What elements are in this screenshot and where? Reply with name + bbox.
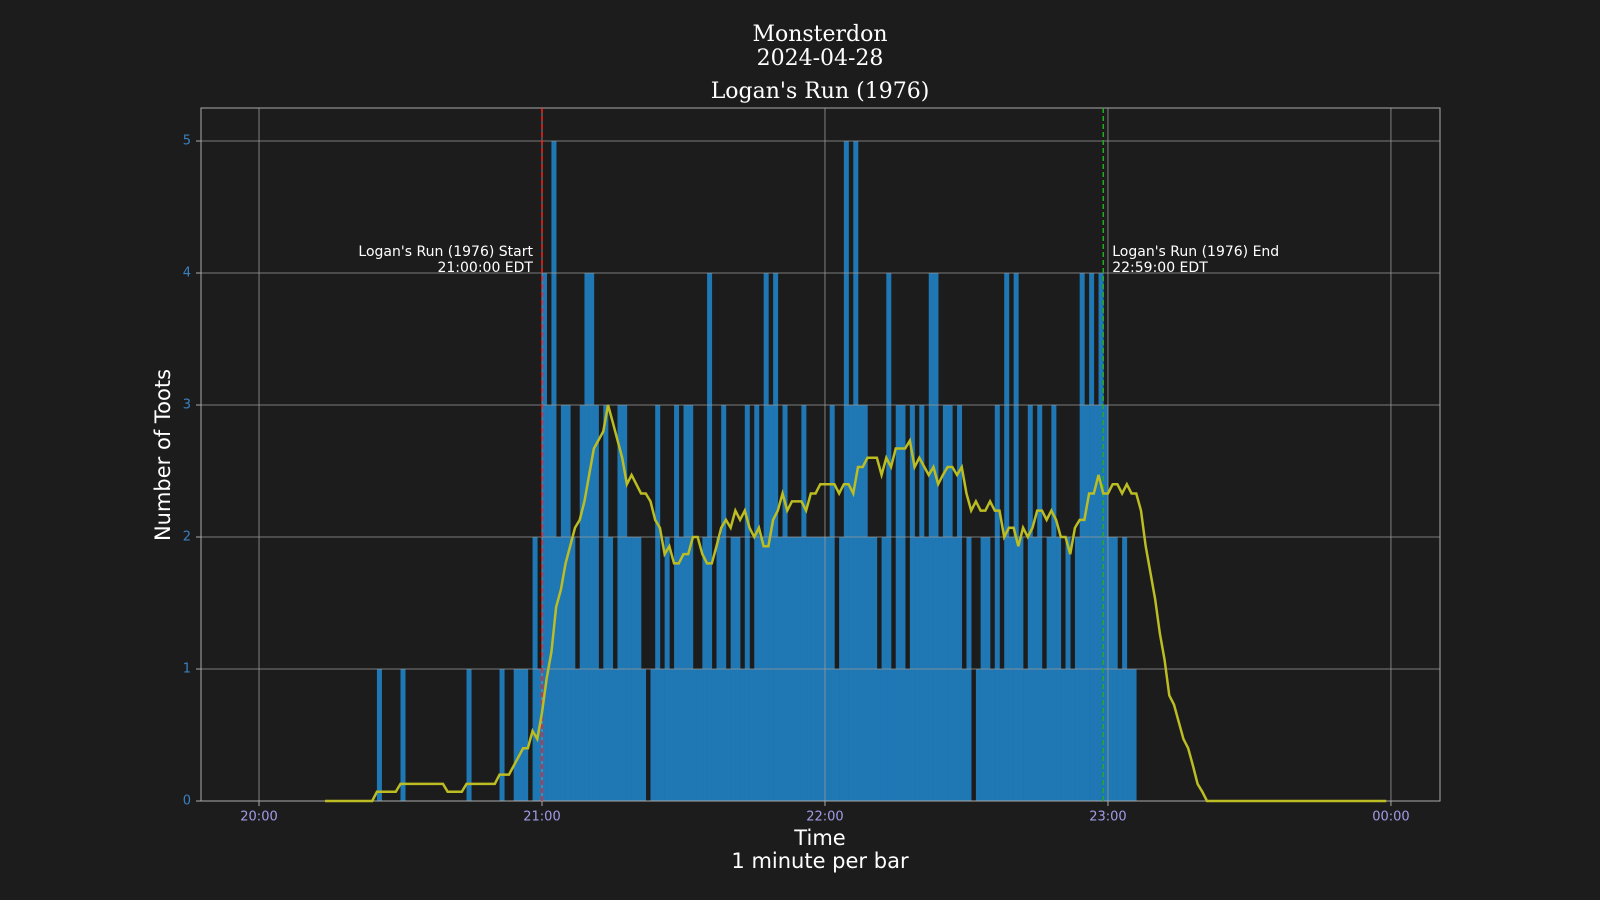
bar: [537, 669, 543, 801]
bar: [862, 405, 868, 801]
x-axis-label: 1 minute per bar: [731, 849, 909, 873]
bar: [1023, 669, 1029, 801]
bar: [1070, 669, 1076, 801]
bar: [782, 405, 788, 801]
bar: [579, 405, 585, 801]
bar: [843, 141, 849, 801]
bar: [848, 405, 854, 801]
x-tick-label: 00:00: [1372, 810, 1409, 825]
bar: [721, 405, 727, 801]
bar: [683, 405, 689, 801]
bar: [725, 669, 731, 801]
bar: [834, 669, 840, 801]
bar: [575, 669, 581, 801]
bar: [957, 405, 963, 801]
bar: [990, 669, 996, 801]
event-label: Logan's Run (1976) End: [1112, 244, 1279, 260]
bar: [513, 669, 519, 801]
bar: [622, 405, 628, 801]
bar: [1117, 669, 1123, 801]
bar: [669, 669, 675, 801]
bar: [1027, 405, 1033, 801]
bar: [919, 405, 925, 801]
event-label: Logan's Run (1976) Start: [358, 244, 533, 260]
event-label: 21:00:00 EDT: [437, 260, 533, 276]
trend-line: [325, 404, 1387, 803]
x-tick-label: 23:00: [1089, 810, 1126, 825]
y-tick-label: 2: [183, 530, 191, 545]
bar: [891, 669, 897, 801]
y-tick-label: 4: [183, 266, 191, 281]
x-axis-label: Time: [793, 826, 845, 850]
bar: [655, 405, 661, 801]
bar: [1126, 669, 1132, 801]
bar: [801, 405, 807, 801]
chart-title: 2024-04-28: [757, 46, 884, 71]
y-axis-label: Number of Toots: [151, 369, 175, 541]
bar: [400, 669, 406, 801]
bar: [688, 405, 694, 801]
bar: [650, 669, 656, 801]
bar: [909, 405, 915, 801]
bar: [692, 669, 698, 801]
bar: [565, 405, 571, 801]
bar: [754, 405, 760, 801]
bar: [560, 405, 566, 801]
bar: [697, 669, 703, 801]
x-tick-label: 20:00: [240, 810, 277, 825]
bar: [674, 405, 680, 801]
bar: [1084, 405, 1090, 801]
chart-title: Monsterdon: [752, 22, 887, 47]
bar: [744, 405, 750, 801]
bar: [853, 141, 859, 801]
bar: [593, 405, 599, 801]
y-tick-label: 5: [183, 134, 191, 149]
bar: [961, 669, 967, 801]
bar: [518, 669, 524, 801]
bar: [895, 405, 901, 801]
chart-title: Logan's Run (1976): [711, 79, 930, 104]
bar: [659, 669, 665, 801]
y-tick-label: 1: [183, 662, 191, 677]
bar: [1093, 405, 1099, 801]
bar: [617, 405, 623, 801]
bar: [603, 405, 609, 801]
bar: [1060, 669, 1066, 801]
bar: [612, 669, 618, 801]
event-label: 22:59:00 EDT: [1112, 260, 1208, 276]
bar: [466, 669, 472, 801]
bar: [1103, 405, 1109, 801]
x-tick-label: 21:00: [523, 810, 560, 825]
bar: [598, 669, 604, 801]
bar: [905, 669, 911, 801]
bar: [551, 141, 557, 801]
bar: [641, 669, 647, 801]
bar: [1037, 405, 1043, 801]
bar: [711, 669, 717, 801]
bar: [1041, 669, 1047, 801]
bar: [947, 405, 953, 801]
plot-frame: [200, 107, 1441, 802]
bar: [749, 669, 755, 801]
y-tick-label: 3: [183, 398, 191, 413]
bar: [740, 669, 746, 801]
bar: [857, 405, 864, 801]
bar: [546, 405, 552, 801]
bar: [975, 669, 981, 801]
bar: [900, 405, 906, 801]
bar: [768, 405, 774, 801]
bar: [499, 669, 505, 801]
bar: [994, 405, 1000, 801]
bar: [942, 405, 948, 801]
bar: [999, 669, 1005, 801]
bar: [1051, 405, 1057, 801]
bar: [829, 405, 835, 801]
bar: [1131, 669, 1137, 801]
bar: [376, 669, 382, 801]
x-tick-label: 22:00: [806, 810, 843, 825]
bar: [876, 669, 882, 801]
bar: [523, 669, 529, 801]
y-tick-label: 0: [183, 794, 191, 809]
